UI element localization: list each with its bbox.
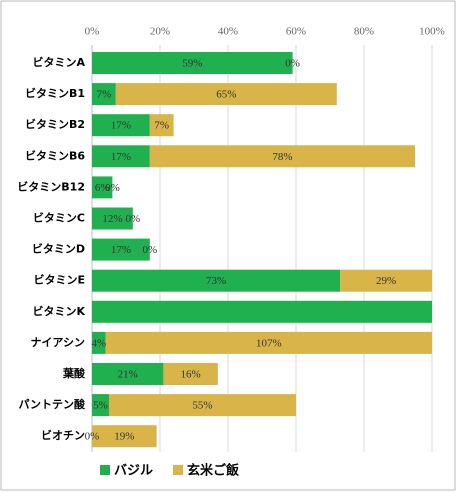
- data-label: 6%: [95, 182, 110, 194]
- bar-segment: [92, 114, 150, 137]
- category-label: ビタミンB6: [25, 148, 85, 162]
- category-label: ビタミンK: [32, 304, 85, 318]
- data-label: 5%: [93, 400, 108, 412]
- x-tick-label: 40%: [218, 26, 238, 38]
- data-label: 0%: [85, 431, 100, 443]
- category-label: ビタミンB1: [25, 86, 85, 100]
- bar-segment: [105, 331, 432, 354]
- x-tick-label: 0%: [85, 26, 100, 38]
- bar-segment: [149, 114, 174, 137]
- data-label: 21%: [118, 369, 138, 381]
- data-label: 65%: [216, 89, 236, 101]
- data-label: 19%: [114, 431, 134, 443]
- data-label: 55%: [192, 400, 212, 412]
- data-label: 12%: [102, 213, 122, 225]
- bar-segment: [92, 52, 293, 74]
- data-label: 17%: [111, 151, 131, 163]
- bar-segment: [92, 145, 150, 168]
- data-label: 7%: [154, 120, 169, 132]
- x-tick-label: 100%: [419, 26, 445, 38]
- data-label: 17%: [111, 244, 131, 256]
- data-label: 0%: [125, 213, 140, 225]
- bar-segment: [92, 83, 116, 106]
- data-label: 107%: [256, 337, 282, 349]
- x-tick-label: 80%: [354, 26, 374, 38]
- category-label: ビタミンC: [33, 211, 85, 225]
- legend-label: バジル: [114, 464, 153, 479]
- bar-segment: [340, 269, 432, 292]
- category-label: ビタミンB2: [25, 117, 85, 131]
- x-tick-label: 60%: [286, 26, 306, 38]
- category-label: パントテン酸: [18, 397, 86, 411]
- data-label: 0%: [105, 182, 120, 194]
- bar-segment: [163, 363, 218, 385]
- data-label: 16%: [181, 369, 201, 381]
- category-label: ビタミンB12: [17, 179, 85, 193]
- category-label: ビタミンE: [33, 273, 85, 287]
- category-label: ビオチン: [41, 428, 85, 442]
- legend-label: 玄米ご飯: [187, 463, 239, 479]
- data-label: 0%: [285, 58, 300, 70]
- bar-segment: [92, 425, 157, 448]
- x-tick-label: 20%: [150, 26, 170, 38]
- bar-segment: [92, 176, 113, 199]
- bar-segment: [115, 83, 337, 106]
- bar-segment: [92, 300, 432, 323]
- data-label: 59%: [182, 58, 202, 70]
- category-label: 葉酸: [62, 366, 86, 380]
- category-label: ビタミンD: [32, 242, 85, 256]
- data-label: 0%: [142, 244, 157, 256]
- bar-segment: [92, 394, 109, 417]
- data-label: 29%: [376, 275, 396, 287]
- bar-segment: [92, 207, 133, 230]
- legend-swatch: [173, 465, 184, 475]
- bar-segment: [92, 238, 150, 261]
- bar-segment: [92, 331, 106, 354]
- data-label: 4%: [91, 337, 106, 349]
- category-label: ビタミンA: [32, 55, 85, 69]
- bar-segment: [149, 145, 416, 168]
- bar-segment: [92, 269, 341, 292]
- legend-swatch: [100, 465, 110, 475]
- data-label: 7%: [97, 89, 112, 101]
- data-label: 17%: [111, 120, 131, 132]
- data-label: 73%: [206, 275, 226, 287]
- bar-segment: [109, 394, 296, 417]
- data-label: 78%: [272, 151, 292, 163]
- category-label: ナイアシン: [30, 336, 85, 349]
- bar-segment: [92, 363, 164, 385]
